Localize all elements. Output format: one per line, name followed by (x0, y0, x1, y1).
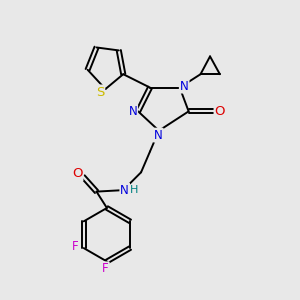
Text: H: H (130, 185, 139, 195)
Text: F: F (72, 240, 79, 253)
Text: S: S (96, 85, 104, 98)
Text: N: N (128, 105, 137, 118)
Text: O: O (72, 167, 83, 180)
Text: O: O (214, 105, 225, 118)
Text: F: F (102, 262, 109, 275)
Text: N: N (180, 80, 189, 93)
Text: N: N (120, 184, 129, 196)
Text: N: N (154, 129, 163, 142)
